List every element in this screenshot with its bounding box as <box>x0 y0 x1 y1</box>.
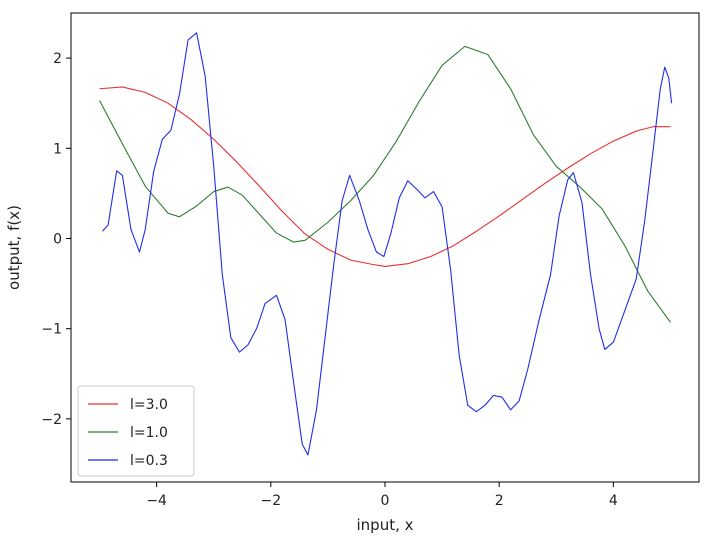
x-axis-label: input, x <box>357 516 414 534</box>
y-axis-label: output, f(x) <box>5 205 23 290</box>
y-tick-label: 0 <box>53 231 62 247</box>
series-line-0 <box>99 86 671 267</box>
x-tick-label: 4 <box>609 493 618 509</box>
legend-label-1: l=1.0 <box>130 425 168 441</box>
series-line-2 <box>101 32 673 456</box>
plot-series <box>99 32 673 456</box>
y-tick-label: 1 <box>53 141 62 157</box>
y-tick-label: −2 <box>41 412 62 428</box>
x-tick-label: −2 <box>260 493 281 509</box>
legend-box <box>77 385 195 477</box>
x-tick-label: 0 <box>381 493 390 509</box>
x-tick-label: 2 <box>495 493 504 509</box>
series-line-1 <box>99 45 671 323</box>
legend-label-2: l=0.3 <box>130 453 168 469</box>
y-tick-label: 2 <box>53 51 62 67</box>
x-tick-label: −4 <box>146 493 167 509</box>
legend: l=3.0 l=1.0 l=0.3 <box>77 385 195 477</box>
y-axis-ticks: −2 −1 0 1 2 <box>41 51 71 428</box>
y-tick-label: −1 <box>41 322 62 338</box>
x-axis-ticks: −4 −2 0 2 4 <box>146 482 618 509</box>
legend-label-0: l=3.0 <box>130 397 168 413</box>
